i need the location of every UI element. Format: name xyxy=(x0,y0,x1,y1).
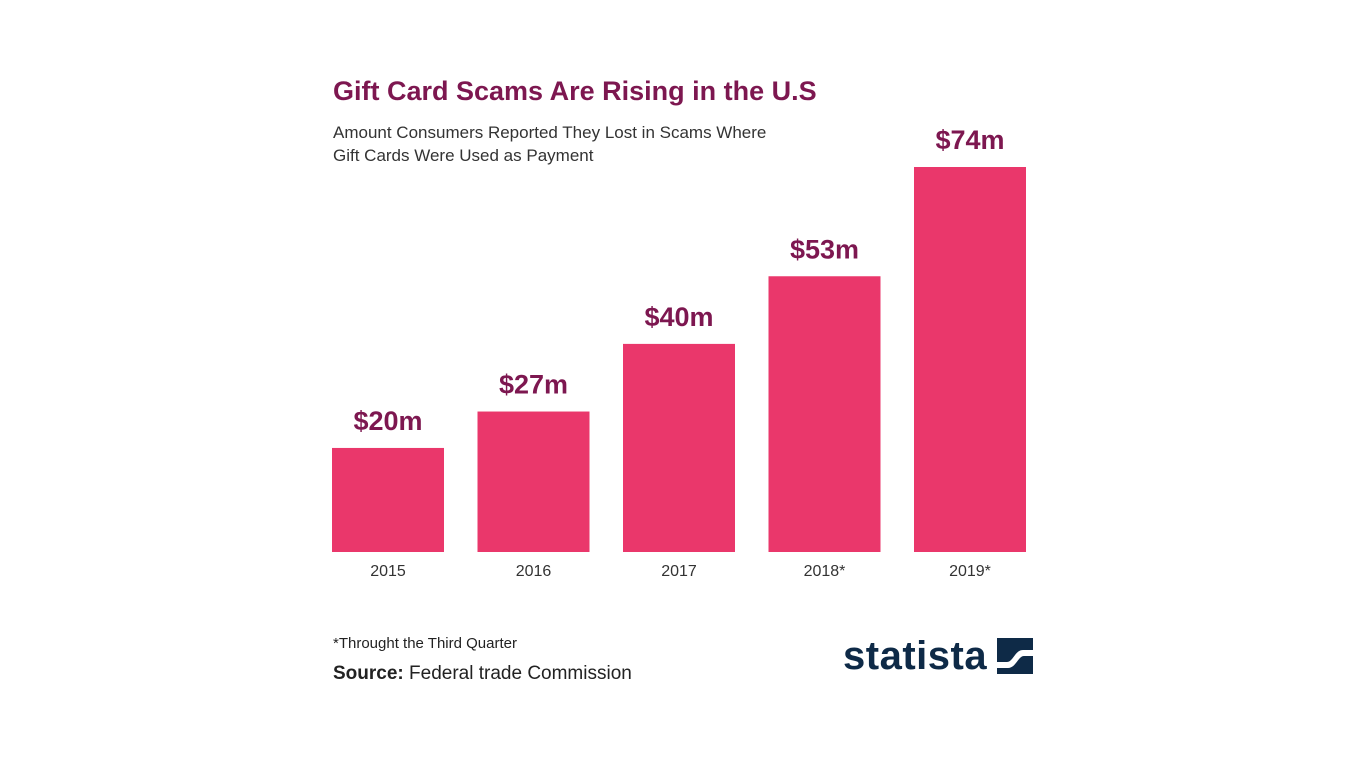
bar-2015 xyxy=(332,447,444,552)
value-label: $74m xyxy=(935,125,1004,155)
bar-2018 xyxy=(768,276,881,552)
source-text: Federal trade Commission xyxy=(409,663,632,684)
chart-subtitle: Amount Consumers Reported They Lost in S… xyxy=(333,121,853,167)
bar-2016 xyxy=(477,411,590,552)
category-label: 2016 xyxy=(516,563,552,580)
bar-2019 xyxy=(914,167,1026,552)
logo-wordmark: statista xyxy=(843,634,988,678)
category-label: 2017 xyxy=(661,563,697,580)
value-label: $20m xyxy=(353,406,422,436)
value-label: $40m xyxy=(644,302,713,332)
source-label: Source: xyxy=(333,663,404,684)
value-label: $27m xyxy=(499,370,568,400)
bar-2017 xyxy=(623,343,735,552)
footnote: *Throught the Third Quarter xyxy=(333,635,517,652)
category-label: 2018* xyxy=(804,563,846,580)
category-label: 2015 xyxy=(370,563,406,580)
subtitle-line-2: Gift Cards Were Used as Payment xyxy=(333,146,594,165)
chart-title: Gift Card Scams Are Rising in the U.S xyxy=(333,76,817,106)
bar-chart: $20m 2015 $27m 2016 $40m 2017 $53m 2018* $74m 201… xyxy=(332,125,1026,580)
statista-logo: statista xyxy=(843,634,1034,678)
source-line: Source: Federal trade Commission xyxy=(333,663,632,685)
subtitle-line-1: Amount Consumers Reported They Lost in S… xyxy=(333,123,767,142)
category-label: 2019* xyxy=(949,563,991,580)
value-label: $53m xyxy=(790,234,859,264)
statista-logo-icon xyxy=(997,638,1034,674)
